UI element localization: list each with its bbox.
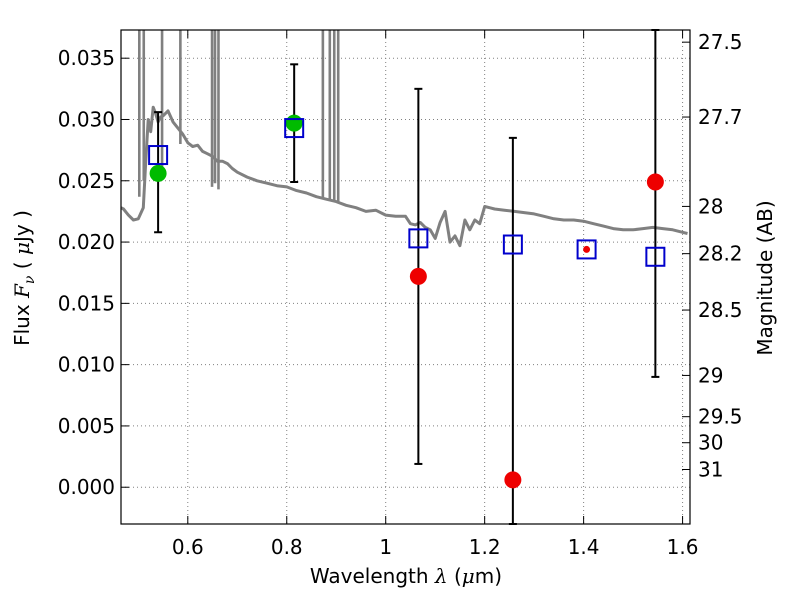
y-axis-ticks: 0.000 0.005 0.010 0.015 0.020 0.025 0.030 0.035 [58, 46, 129, 499]
observed-point [646, 173, 664, 191]
y-tick-label: 0.020 [58, 230, 115, 254]
y-tick-label: 0.000 [58, 475, 115, 499]
y-axis-label: Flux Fν ( μJy ) [10, 210, 38, 346]
observed-point [285, 114, 303, 132]
error-bars [154, 29, 660, 525]
spectrum-spikes [138, 30, 340, 203]
observed-point [149, 164, 167, 182]
observed-points [149, 114, 664, 489]
x-tick-label: 1.2 [469, 535, 501, 559]
y2-axis-ticks: 27.5 27.7 28 28.2 28.5 29 29.530 31 [682, 30, 743, 482]
y-tick-label: 0.010 [58, 353, 115, 377]
model-point [148, 145, 169, 166]
model-point [284, 118, 305, 139]
x-tick-label: 0.8 [271, 535, 303, 559]
x-tick-label: 1.6 [667, 535, 699, 559]
y-tick-label: 0.025 [58, 169, 115, 193]
model-point [645, 246, 666, 267]
plot-layer [120, 29, 688, 525]
y-tick-label: 0.015 [58, 291, 115, 315]
x-tick-label: 1.4 [568, 535, 600, 559]
y2-tick-label: 28.2 [698, 242, 743, 266]
x-tick-label: 0.6 [172, 535, 204, 559]
y2-tick-label: 29 [698, 363, 723, 387]
plot-frame [120, 29, 691, 525]
y2-tick-label: 28.5 [698, 298, 743, 322]
x-axis-ticks: 0.6 0.8 1 1.2 1.4 1.6 [172, 30, 699, 559]
y-tick-label: 0.035 [58, 46, 115, 70]
y2-tick-label: 28 [698, 194, 723, 218]
y2-tick-label: 30 [698, 431, 723, 455]
observed-point [504, 471, 522, 489]
model-point [502, 234, 523, 255]
y-tick-label: 0.005 [58, 414, 115, 438]
model-point [408, 228, 429, 249]
y2-tick-label: 27.7 [698, 105, 743, 129]
model-point [576, 239, 597, 260]
spectrum-line [120, 105, 688, 248]
y2-tick-label: 27.5 [698, 30, 743, 54]
grid-layer [121, 30, 690, 524]
x-tick-label: 1 [379, 535, 392, 559]
y2-tick-label: 31 [698, 458, 723, 482]
model-points [148, 118, 666, 267]
y2-tick-label: 29.5 [698, 405, 743, 429]
observed-point [583, 245, 591, 253]
y-tick-label: 0.030 [58, 107, 115, 131]
observed-point [409, 267, 427, 285]
x-axis-label: Wavelength λ (μm) [310, 564, 502, 588]
y2-axis-label: Magnitude (AB) [753, 200, 777, 355]
